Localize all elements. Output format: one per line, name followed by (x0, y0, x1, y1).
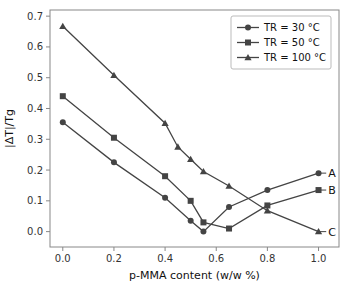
data-point (60, 93, 66, 99)
legend-label: TR = 50 °C (263, 37, 320, 48)
legend-box (231, 16, 331, 69)
data-point (110, 72, 117, 78)
y-tick-label: 0.5 (27, 72, 43, 83)
x-tick (267, 247, 268, 251)
data-point (264, 187, 270, 193)
legend-marker (245, 25, 251, 31)
annotation-line (319, 190, 327, 191)
data-point (226, 226, 232, 232)
x-tick-label: 0.6 (208, 253, 224, 264)
data-point (200, 168, 207, 174)
data-point (200, 229, 206, 235)
legend-label: TR = 30 °C (263, 22, 320, 33)
data-point (264, 202, 270, 208)
y-tick-label: 0.0 (27, 226, 43, 237)
legend-marker (245, 40, 251, 46)
y-tick (46, 16, 50, 17)
annotation-line (319, 173, 327, 174)
x-tick (318, 247, 319, 251)
plot-frame (50, 10, 339, 247)
legend-marker (244, 54, 251, 60)
annotation-text: B (328, 184, 336, 197)
x-tick (113, 247, 114, 251)
data-point (200, 219, 206, 225)
data-point (187, 156, 194, 162)
x-tick (216, 247, 217, 251)
y-tick (46, 170, 50, 171)
x-tick-label: 0.0 (55, 253, 71, 264)
x-tick-label: 0.4 (157, 253, 173, 264)
x-tick-label: 0.8 (259, 253, 275, 264)
data-point (226, 204, 232, 210)
annotation-text: A (328, 167, 336, 180)
x-tick-label: 0.2 (106, 253, 122, 264)
y-tick (46, 77, 50, 78)
data-point (111, 135, 117, 141)
chart: 0.0 0.2 0.4 0.6 0.8 1.0 0.0 0.1 0.2 0.3 0.4 0.5 0.6 0… (0, 0, 351, 287)
data-point (60, 119, 66, 125)
y-tick (46, 46, 50, 47)
y-tick-label: 0.7 (27, 11, 43, 22)
data-point (162, 173, 168, 179)
legend: TR = 30 °C TR = 50 °C TR = 100 °C (231, 16, 331, 69)
data-point (161, 120, 168, 126)
data-point (188, 218, 194, 224)
data-point (225, 182, 232, 188)
data-point (111, 159, 117, 165)
x-axis-label: p-MMA content (w/w %) (129, 269, 260, 282)
series-line (63, 96, 319, 228)
data-point (188, 198, 194, 204)
y-tick-label: 0.3 (27, 134, 43, 145)
y-tick-label: 0.1 (27, 195, 43, 206)
x-tick (165, 247, 166, 251)
y-tick (46, 108, 50, 109)
y-axis-label: |ΔT|/Tg (3, 109, 16, 148)
y-tick (46, 200, 50, 201)
series-line (63, 122, 319, 231)
legend-label: TR = 100 °C (263, 52, 326, 63)
annotation-text: C (328, 226, 336, 239)
annotation-line (319, 231, 327, 232)
y-tick-label: 0.4 (27, 103, 43, 114)
data-point (162, 195, 168, 201)
y-tick (46, 231, 50, 232)
data-point (59, 23, 66, 29)
y-tick (46, 139, 50, 140)
x-tick-label: 1.0 (311, 253, 327, 264)
y-tick-label: 0.2 (27, 165, 43, 176)
y-tick-label: 0.6 (27, 41, 43, 52)
x-tick (62, 247, 63, 251)
data-point (174, 143, 181, 149)
